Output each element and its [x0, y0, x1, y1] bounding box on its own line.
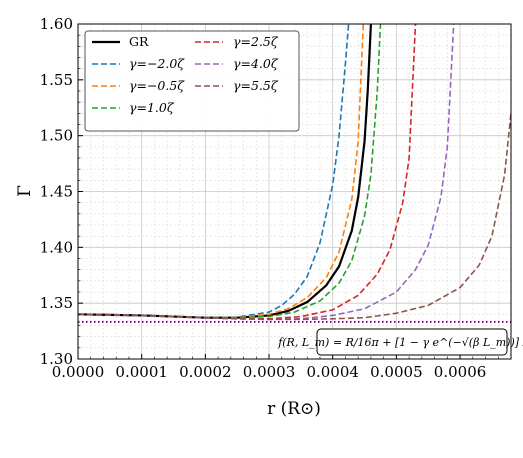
legend-label-3: γ=1.0ζ — [129, 100, 175, 115]
legend-label-4: γ=2.5ζ — [233, 34, 279, 49]
formula-text: f(R, L_m) = R/16π + [1 − γ e^(−√(β L_m))… — [277, 336, 523, 349]
axis-tick-labels: 0.0000 0.0001 0.0002 0.0003 0.0004 0.0005 0.00… — [40, 15, 487, 381]
x-tick-label: 0.0002 — [179, 363, 232, 381]
x-tick-label: 0.0000 — [52, 363, 105, 381]
legend-label-0: GR — [129, 34, 149, 49]
y-tick-label: 1.45 — [40, 183, 73, 201]
y-tick-label: 1.35 — [40, 294, 73, 312]
series-line-0 — [78, 24, 373, 319]
series-layer — [78, 24, 511, 321]
legend-label-2: γ=−0.5ζ — [129, 78, 185, 93]
x-tick-label: 0.0006 — [434, 363, 487, 381]
y-tick-label: 1.30 — [40, 350, 73, 368]
series-line-6 — [78, 113, 511, 321]
x-tick-label: 0.0004 — [306, 363, 359, 381]
legend-items: GR γ=−2.0ζ γ=−0.5ζ γ=1.0ζ γ=2.5ζ γ=4.0ζ γ=5.5ζ — [92, 34, 279, 115]
axis-ticks — [77, 23, 512, 360]
x-axis-label: r (R⊙) — [267, 399, 321, 419]
legend-label-5: γ=4.0ζ — [233, 56, 279, 71]
legend: GR γ=−2.0ζ γ=−0.5ζ γ=1.0ζ γ=2.5ζ γ=4.0ζ γ=5.5ζ — [84, 30, 300, 132]
y-tick-label: 1.55 — [40, 71, 73, 89]
x-tick-label: 0.0003 — [243, 363, 296, 381]
y-tick-label: 1.50 — [40, 127, 73, 145]
x-tick-label: 0.0005 — [370, 363, 423, 381]
formula-annotation: f(R, L_m) = R/16π + [1 − γ e^(−√(β L_m))… — [277, 328, 523, 356]
formula-box — [316, 328, 508, 356]
y-tick-label: 1.40 — [40, 238, 73, 256]
y-axis-label: Γ — [15, 185, 35, 197]
x-tick-label: 0.0001 — [115, 363, 168, 381]
series-line-5 — [78, 24, 455, 321]
legend-label-1: γ=−2.0ζ — [129, 56, 185, 71]
y-tick-label: 1.60 — [40, 15, 73, 33]
legend-label-6: γ=5.5ζ — [233, 78, 279, 93]
legend-box — [84, 30, 300, 132]
